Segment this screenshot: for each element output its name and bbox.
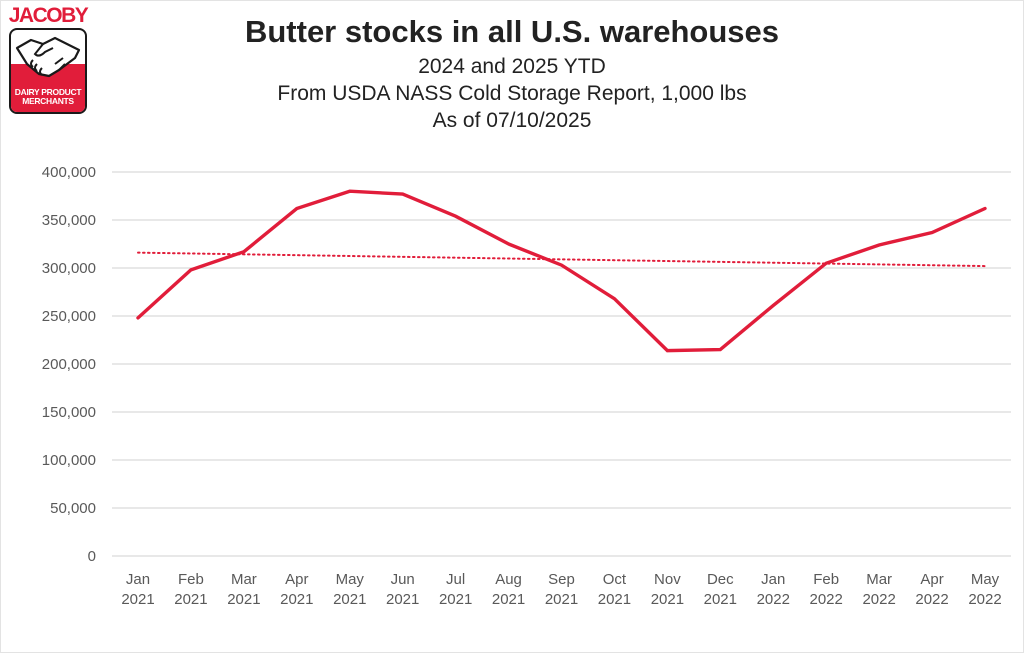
x-tick-label-year: 2021	[598, 591, 631, 608]
gridlines	[112, 171, 1011, 557]
x-tick-label-year: 2021	[333, 591, 366, 608]
y-tick-label: 50,000	[50, 500, 96, 517]
x-tick-label-month: Jan	[126, 571, 150, 588]
x-tick-label-year: 2022	[915, 591, 948, 608]
y-tick-label: 150,000	[42, 404, 96, 421]
chart-title: Butter stocks in all U.S. warehouses	[244, 14, 780, 49]
x-tick-label-month: Aug	[495, 571, 522, 588]
x-tick-label-year: 2022	[862, 591, 895, 608]
x-tick-label-month: Oct	[603, 571, 627, 588]
x-tick-label-year: 2021	[386, 591, 419, 608]
x-tick-label-month: Mar	[231, 571, 257, 588]
x-tick-label-month: Dec	[707, 571, 734, 588]
x-axis-ticks: Jan 2021 Feb 2021 Mar 2021 Apr 2021 May 2021 Jun 20…	[121, 571, 1001, 608]
x-tick-label-year: 2021	[651, 591, 684, 608]
x-tick-label-year: 2021	[280, 591, 313, 608]
x-tick-label-month: Feb	[178, 571, 204, 588]
x-tick-label-month: Apr	[920, 571, 943, 588]
logo-tagline-line2: MERCHANTS	[22, 96, 74, 106]
x-tick-label-month: Sep	[548, 571, 575, 588]
y-tick-label: 350,000	[42, 212, 96, 229]
y-tick-label: 400,000	[42, 164, 96, 181]
y-tick-label: 100,000	[42, 452, 96, 469]
handshake-icon	[15, 36, 81, 78]
y-axis-ticks: 0 50,000 100,000 150,000 200,000 250,000 300,0…	[42, 164, 96, 565]
jacoby-logo: JACOBY DAIRY PRODUCT MERCHANTS	[6, 4, 90, 114]
y-tick-label: 300,000	[42, 260, 96, 277]
x-tick-label-month: Jan	[761, 571, 785, 588]
logo-badge: DAIRY PRODUCT MERCHANTS	[9, 28, 87, 114]
logo-brand: JACOBY	[8, 4, 89, 27]
x-tick-label-month: Feb	[813, 571, 839, 588]
x-tick-label-year: 2021	[492, 591, 525, 608]
series-group	[136, 189, 987, 353]
x-tick-label-year: 2021	[227, 591, 260, 608]
x-tick-label-month: Jun	[391, 571, 415, 588]
x-tick-label-year: 2022	[810, 591, 843, 608]
chart-subtitle-3: As of 07/10/2025	[432, 109, 592, 132]
x-tick-label-month: Jul	[446, 571, 465, 588]
x-tick-label-month: May	[971, 571, 1000, 588]
x-tick-label-year: 2021	[121, 591, 154, 608]
logo-tagline: DAIRY PRODUCT MERCHANTS	[11, 88, 85, 106]
x-tick-label-year: 2021	[545, 591, 578, 608]
logo-tagline-line1: DAIRY PRODUCT	[14, 87, 82, 97]
butter-stocks-line	[136, 189, 987, 353]
x-tick-label-year: 2021	[439, 591, 472, 608]
x-tick-label-year: 2021	[174, 591, 207, 608]
y-tick-label: 250,000	[42, 308, 96, 325]
chart-subtitle-1: 2024 and 2025 YTD	[418, 55, 606, 78]
x-tick-label-month: Apr	[285, 571, 308, 588]
chart-subtitle-2: From USDA NASS Cold Storage Report, 1,00…	[277, 82, 747, 105]
x-tick-label-year: 2022	[757, 591, 790, 608]
x-tick-label-month: Mar	[866, 571, 892, 588]
y-tick-label: 0	[88, 548, 96, 565]
x-tick-label-year: 2022	[968, 591, 1001, 608]
x-tick-label-month: May	[336, 571, 365, 588]
y-tick-label: 200,000	[42, 356, 96, 373]
x-tick-label-month: Nov	[654, 571, 681, 588]
trendline	[137, 251, 986, 268]
x-tick-label-year: 2021	[704, 591, 737, 608]
